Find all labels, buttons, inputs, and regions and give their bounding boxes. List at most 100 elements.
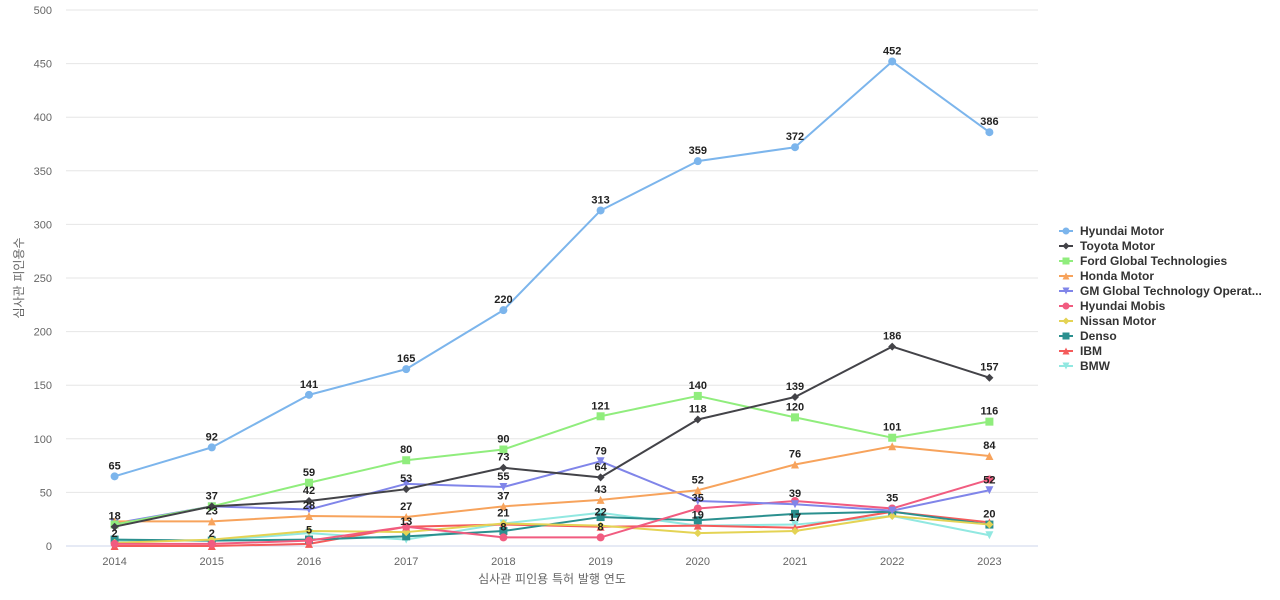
x-tick-label: 2015 xyxy=(200,556,224,568)
data-point-marker[interactable] xyxy=(596,521,605,530)
data-point-marker[interactable] xyxy=(207,443,216,452)
data-point-marker[interactable] xyxy=(499,533,508,542)
data-point-marker[interactable] xyxy=(693,486,702,495)
data-point-marker[interactable] xyxy=(402,456,411,465)
legend-item[interactable]: GM Global Technology Operat... xyxy=(1059,284,1262,298)
data-point-marker[interactable] xyxy=(693,496,702,505)
data-point-marker[interactable] xyxy=(402,485,411,494)
data-point-marker[interactable] xyxy=(110,472,119,481)
data-point-marker[interactable] xyxy=(402,532,411,541)
data-point-marker[interactable] xyxy=(402,522,411,531)
data-point-marker[interactable] xyxy=(888,511,897,520)
legend-item[interactable]: BMW xyxy=(1059,359,1111,373)
legend-item[interactable]: Hyundai Mobis xyxy=(1059,299,1166,313)
data-point-marker[interactable] xyxy=(693,516,702,525)
data-point-marker[interactable] xyxy=(888,506,897,515)
data-point-marker[interactable] xyxy=(888,57,897,66)
data-point-marker[interactable] xyxy=(110,539,119,548)
data-point-marker[interactable] xyxy=(985,373,994,382)
series-group xyxy=(110,57,994,550)
data-point-marker[interactable] xyxy=(305,526,313,535)
data-label: 121 xyxy=(591,400,609,412)
data-label: 372 xyxy=(786,131,804,143)
data-point-marker[interactable] xyxy=(791,392,799,401)
data-point-marker[interactable] xyxy=(693,157,702,166)
data-point-marker[interactable] xyxy=(596,473,605,482)
data-point-marker[interactable] xyxy=(985,531,994,540)
data-point-marker[interactable] xyxy=(985,486,994,495)
series-hyundai-motor xyxy=(110,57,994,481)
data-point-marker[interactable] xyxy=(791,460,799,469)
legend-item[interactable]: Nissan Motor xyxy=(1059,314,1156,328)
data-point-marker[interactable] xyxy=(596,513,605,522)
legend-item[interactable]: Hyundai Motor xyxy=(1059,224,1164,238)
data-point-marker[interactable] xyxy=(693,415,702,424)
data-point-marker[interactable] xyxy=(985,451,994,460)
data-point-marker[interactable] xyxy=(596,457,605,466)
data-point-marker[interactable] xyxy=(305,478,313,487)
data-point-marker[interactable] xyxy=(596,495,605,504)
data-point-marker[interactable] xyxy=(499,519,508,528)
data-label: 35 xyxy=(886,492,898,504)
legend-item[interactable]: IBM xyxy=(1059,344,1102,358)
data-point-marker[interactable] xyxy=(791,143,799,152)
data-point-marker[interactable] xyxy=(888,442,897,451)
series-line[interactable] xyxy=(114,478,990,545)
data-point-marker[interactable] xyxy=(791,500,799,509)
data-point-marker[interactable] xyxy=(305,390,313,399)
data-label: 120 xyxy=(786,401,804,413)
series-line[interactable] xyxy=(114,60,990,478)
data-point-marker[interactable] xyxy=(791,509,799,518)
series-line[interactable] xyxy=(114,514,990,544)
legend-item[interactable]: Honda Motor xyxy=(1059,269,1154,283)
data-point-marker[interactable] xyxy=(207,539,216,548)
series-line[interactable] xyxy=(114,510,990,547)
data-point-marker[interactable] xyxy=(207,517,216,526)
data-point-marker[interactable] xyxy=(499,445,508,454)
data-point-marker[interactable] xyxy=(499,306,508,315)
data-point-marker[interactable] xyxy=(693,504,702,513)
data-point-marker[interactable] xyxy=(791,413,799,422)
series-line[interactable] xyxy=(114,445,990,523)
legend-item[interactable]: Toyota Motor xyxy=(1059,239,1155,253)
data-point-marker[interactable] xyxy=(499,502,508,511)
data-point-marker[interactable] xyxy=(305,511,313,520)
data-point-marker[interactable] xyxy=(402,479,411,488)
data-point-marker[interactable] xyxy=(888,342,897,351)
legend-marker xyxy=(1062,227,1070,235)
y-tick-label: 300 xyxy=(34,219,52,231)
series-line[interactable] xyxy=(114,460,990,525)
data-point-marker[interactable] xyxy=(693,391,702,400)
data-point-marker[interactable] xyxy=(596,412,605,421)
legend-marker xyxy=(1062,257,1070,265)
data-point-marker[interactable] xyxy=(791,526,799,535)
data-label: 55 xyxy=(497,471,509,483)
data-point-marker[interactable] xyxy=(207,502,216,511)
data-point-marker[interactable] xyxy=(888,433,897,442)
series-line[interactable] xyxy=(114,394,990,526)
data-point-marker[interactable] xyxy=(693,521,702,530)
data-point-marker[interactable] xyxy=(985,128,994,137)
legend-item[interactable]: Denso xyxy=(1059,329,1117,343)
data-label: 23 xyxy=(206,505,218,517)
data-point-marker[interactable] xyxy=(499,526,508,535)
data-point-marker[interactable] xyxy=(596,533,605,542)
data-point-marker[interactable] xyxy=(985,417,994,426)
data-point-marker[interactable] xyxy=(499,463,508,472)
data-point-marker[interactable] xyxy=(499,483,508,492)
data-point-marker[interactable] xyxy=(985,475,994,484)
data-label: 18 xyxy=(108,511,120,523)
data-point-marker[interactable] xyxy=(402,365,411,374)
data-point-marker[interactable] xyxy=(693,529,702,538)
data-point-marker[interactable] xyxy=(305,496,313,505)
data-point-marker[interactable] xyxy=(596,206,605,215)
data-point-marker[interactable] xyxy=(305,505,313,514)
data-point-marker[interactable] xyxy=(596,508,605,517)
data-point-marker[interactable] xyxy=(985,520,994,529)
series-line[interactable] xyxy=(114,345,990,528)
data-point-marker[interactable] xyxy=(305,536,313,545)
legend-item[interactable]: Ford Global Technologies xyxy=(1059,254,1227,268)
data-point-marker[interactable] xyxy=(110,522,119,531)
y-tick-label: 100 xyxy=(34,434,52,446)
data-point-marker[interactable] xyxy=(402,513,411,522)
